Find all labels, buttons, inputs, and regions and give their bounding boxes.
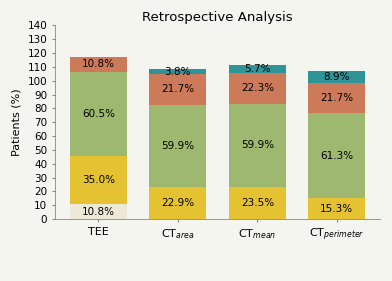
Bar <box>308 83 365 113</box>
Text: 60.5%: 60.5% <box>82 109 115 119</box>
Text: 59.9%: 59.9% <box>241 140 274 150</box>
Bar <box>308 71 365 83</box>
Bar <box>149 105 207 187</box>
Text: 10.8%: 10.8% <box>82 207 115 217</box>
Text: 3.8%: 3.8% <box>165 67 191 77</box>
Legend: >31 mm, 31 mm, 29 mm, 26 mm, 23 mm: >31 mm, 31 mm, 29 mm, 26 mm, 23 mm <box>68 278 367 281</box>
Bar <box>149 187 207 219</box>
Bar <box>149 74 207 105</box>
Text: 8.9%: 8.9% <box>323 72 350 82</box>
Text: 61.3%: 61.3% <box>320 151 354 160</box>
Bar <box>308 198 365 219</box>
Text: 23.5%: 23.5% <box>241 198 274 208</box>
Bar <box>70 72 127 156</box>
Bar <box>229 73 286 104</box>
Bar <box>149 69 207 74</box>
Bar <box>70 156 127 204</box>
Text: 22.3%: 22.3% <box>241 83 274 93</box>
Bar <box>229 65 286 73</box>
Text: 35.0%: 35.0% <box>82 175 115 185</box>
Bar <box>70 57 127 72</box>
Bar <box>229 104 286 187</box>
Text: 21.7%: 21.7% <box>320 93 354 103</box>
Bar <box>308 113 365 198</box>
Text: 5.7%: 5.7% <box>244 64 270 74</box>
Text: 59.9%: 59.9% <box>161 141 194 151</box>
Y-axis label: Patients (%): Patients (%) <box>12 89 22 156</box>
Text: 15.3%: 15.3% <box>320 204 354 214</box>
Text: 22.9%: 22.9% <box>161 198 194 208</box>
Text: 21.7%: 21.7% <box>161 85 194 94</box>
Bar <box>229 187 286 219</box>
Title: Retrospective Analysis: Retrospective Analysis <box>142 11 293 24</box>
Bar <box>70 204 127 219</box>
Text: 10.8%: 10.8% <box>82 60 115 69</box>
